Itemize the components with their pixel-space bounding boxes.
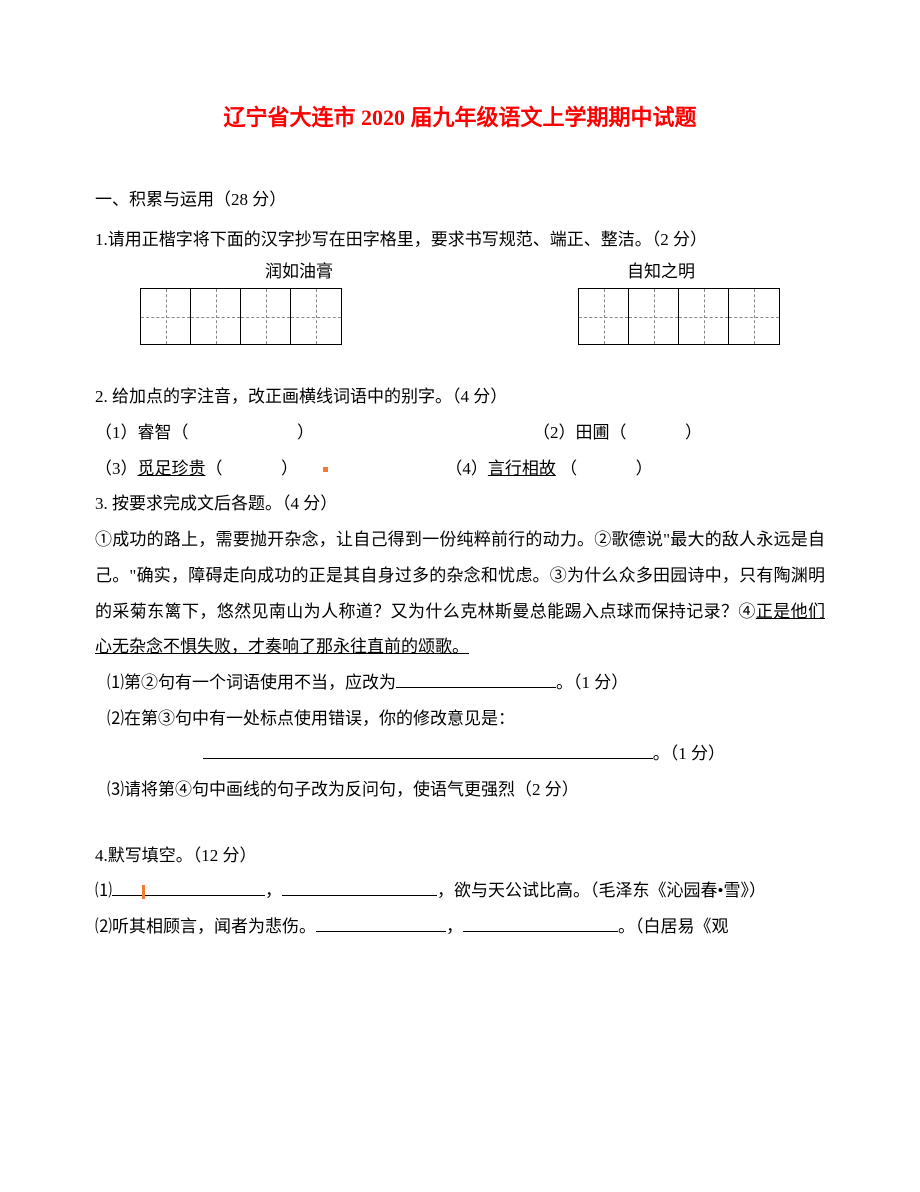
blank [316,915,446,932]
q3-s2b: 。（1 分） [653,744,725,763]
tianzi-grid-right [578,288,780,345]
q2-row1: （1）睿智（ ） （2）田圃（ ） [95,415,825,451]
q3-s1b: 。（1 分） [556,673,628,692]
q2-4d: ） [636,459,653,478]
q2-3-u: 觅足珍贵 [138,459,206,478]
blank [282,879,437,896]
q3-sub2: ⑵在第③句中有一处标点使用错误，你的修改意见是： [95,701,825,737]
q2-3d: ） [281,459,298,478]
tianzi-grid-left [140,288,342,345]
blank [203,742,653,759]
q4-1b: ， [265,881,282,900]
q2-2b: ） [685,423,702,442]
tianzi-cell [291,289,341,344]
q1-labels: 润如油膏 自知之明 [95,257,825,282]
q4-1c: ，欲与天公试比高。（毛泽东《沁园春•雪》） [437,881,766,900]
q2-4c: （ [556,459,577,478]
blank [112,879,142,896]
q4-prompt: 4.默写填空。（12 分） [95,838,825,874]
q1-label-right: 自知之明 [627,257,695,282]
q3-s1a: ⑴第②句有一个词语使用不当，应改为 [107,673,396,692]
section-1-heading: 一、积累与运用（28 分） [95,182,825,218]
tianzi-cell [141,289,191,344]
q4-1a: ⑴ [95,881,112,900]
q3-p1: ①成功的路上，需要抛开杂念，让自己得到一份纯粹前行的动力。②歌德说"最大的敌人永… [95,530,825,620]
q3-sub3: ⑶请将第④句中画线的句子改为反问句，使语气更强烈（2 分） [95,772,825,808]
tianzi-cell [579,289,629,344]
blank [463,915,618,932]
tianzi-cell [191,289,241,344]
q2-1a: （1）睿智（ [95,423,189,442]
q3-prompt: 3. 按要求完成文后各题。（4 分） [95,486,825,522]
q2-2a: （2）田圃（ [533,423,627,442]
tianzi-cell [679,289,729,344]
tianzi-cell [241,289,291,344]
q2-3c: （ [206,459,223,478]
tianzi-cell [629,289,679,344]
q2-1b: ） [297,423,314,442]
q4-item2: ⑵听其相顾言，闻者为悲伤。 ， 。（白居易《观 [95,909,825,945]
blank [145,879,265,896]
q1-label-left: 润如油膏 [265,257,333,282]
document-title: 辽宁省大连市 2020 届九年级语文上学期期中试题 [95,100,825,132]
orange-dot-icon [323,467,328,472]
q3-sub1: ⑴第②句有一个词语使用不当，应改为 。（1 分） [95,665,825,701]
q3-sub2-blank: 。（1 分） [95,736,825,772]
q1-prompt: 1.请用正楷字将下面的汉字抄写在田字格里，要求书写规范、端正、整洁。（2 分） [95,222,825,258]
q2-row2: （3）觅足珍贵（ ） （4）言行相故 （ ） [95,451,825,487]
q4-2c: 。（白居易《观 [618,917,729,936]
tianzi-grids [95,288,825,345]
q4-item1: ⑴ ， ，欲与天公试比高。（毛泽东《沁园春•雪》） [95,873,825,909]
q3-paragraph: ①成功的路上，需要抛开杂念，让自己得到一份纯粹前行的动力。②歌德说"最大的敌人永… [95,522,825,665]
q2-4a: （4） [445,459,488,478]
q4-2b: ， [446,917,463,936]
tianzi-cell [729,289,779,344]
q2-3a: （3） [95,459,138,478]
blank [396,671,556,688]
q4-2a: ⑵听其相顾言，闻者为悲伤。 [95,917,316,936]
q2-4-u: 言行相故 [488,459,556,478]
q2-prompt: 2. 给加点的字注音，改正画横线词语中的别字。（4 分） [95,379,825,415]
